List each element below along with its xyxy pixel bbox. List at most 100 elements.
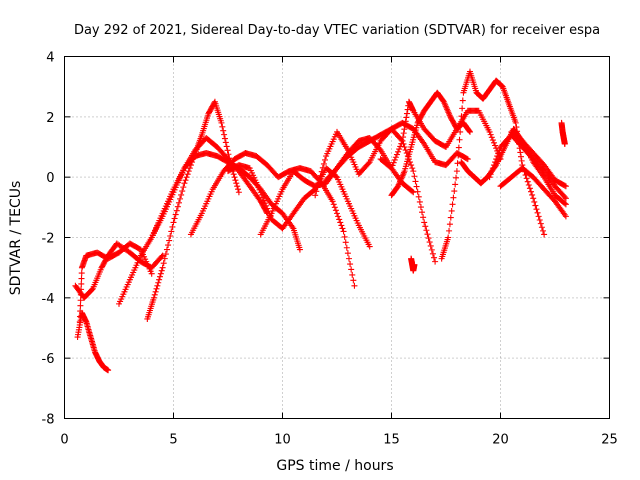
data-point [330,201,337,208]
data-point [159,264,166,271]
data-point [408,162,415,169]
x-tick-label: 5 [169,433,177,448]
data-point [423,227,430,234]
data-point [150,294,157,301]
data-point [409,188,416,195]
data-point [495,150,502,157]
series-track-7 [187,150,358,289]
data-point [562,201,569,208]
data-point [163,246,170,253]
data-point [263,202,270,209]
data-point [452,181,459,188]
data-point [258,191,265,198]
x-tick-label: 20 [492,433,509,448]
data-point [487,171,494,178]
data-point [407,159,414,166]
data-point [414,188,421,195]
data-point [538,224,545,231]
data-point [493,145,500,152]
data-point [77,291,84,298]
series-track-18 [508,128,569,190]
data-point [464,156,471,163]
data-point [231,174,238,181]
data-point [224,147,231,154]
data-point [457,128,464,135]
data-point [466,128,473,135]
data-point [317,172,324,179]
data-point [457,121,464,128]
data-point [400,130,407,137]
x-tick-label: 0 [60,433,68,448]
y-tick-label: 0 [46,171,54,186]
data-point [419,209,426,216]
y-tick-label: 4 [46,51,54,66]
data-point [466,128,473,135]
data-point [447,214,454,221]
data-point [318,168,325,175]
data-point [389,162,396,169]
data-point [459,97,466,104]
data-point [425,235,432,242]
data-point [446,227,453,234]
data-point [180,184,187,191]
data-point [165,242,172,249]
data-point [416,198,423,205]
data-point [431,254,438,261]
data-point [166,237,173,244]
data-point [561,140,568,147]
data-point [76,318,83,325]
data-point [562,195,569,202]
data-point [429,250,436,257]
data-point [403,110,410,117]
y-tick-label: -4 [42,292,55,307]
data-point [148,270,155,277]
data-point [456,136,463,143]
data-point [315,180,322,187]
data-point [561,194,568,201]
data-point [259,194,266,201]
data-point [536,217,543,224]
data-point [88,286,95,293]
data-point [412,178,419,185]
data-point [184,171,191,178]
series-track-13 [388,89,473,199]
data-point [455,144,462,151]
data-point [402,147,409,154]
data-point [400,134,407,141]
data-point [179,188,186,195]
data-point [331,204,338,211]
data-point [415,193,422,200]
data-point [225,151,232,158]
data-point [421,219,428,226]
data-point [314,184,321,191]
data-point [183,174,190,181]
data-point [136,245,143,252]
data-point [404,106,411,113]
data-point [427,242,434,249]
data-point [152,288,159,295]
data-point [77,297,84,304]
axis-ticks: 0 5 10 15 20 25 -8 -6 -4 -2 0 2 4 [42,51,618,448]
data-point [420,214,427,221]
data-point [260,197,267,204]
data-point [105,367,112,374]
data-point [395,148,402,155]
data-point [167,232,174,239]
data-point [410,168,417,175]
data-point [344,250,351,257]
data-point [532,202,539,209]
data-point [489,137,496,144]
data-point [453,168,460,175]
data-point [235,189,242,196]
data-point [411,173,418,180]
data-point [496,147,503,154]
data-point [151,291,158,298]
series-track-16 [486,131,569,202]
data-point [526,185,533,192]
data-point [320,160,327,167]
series-track-17 [497,165,569,220]
data-point [455,152,462,159]
data-point [393,151,400,158]
series-track-5 [144,98,242,322]
data-point [426,239,433,246]
